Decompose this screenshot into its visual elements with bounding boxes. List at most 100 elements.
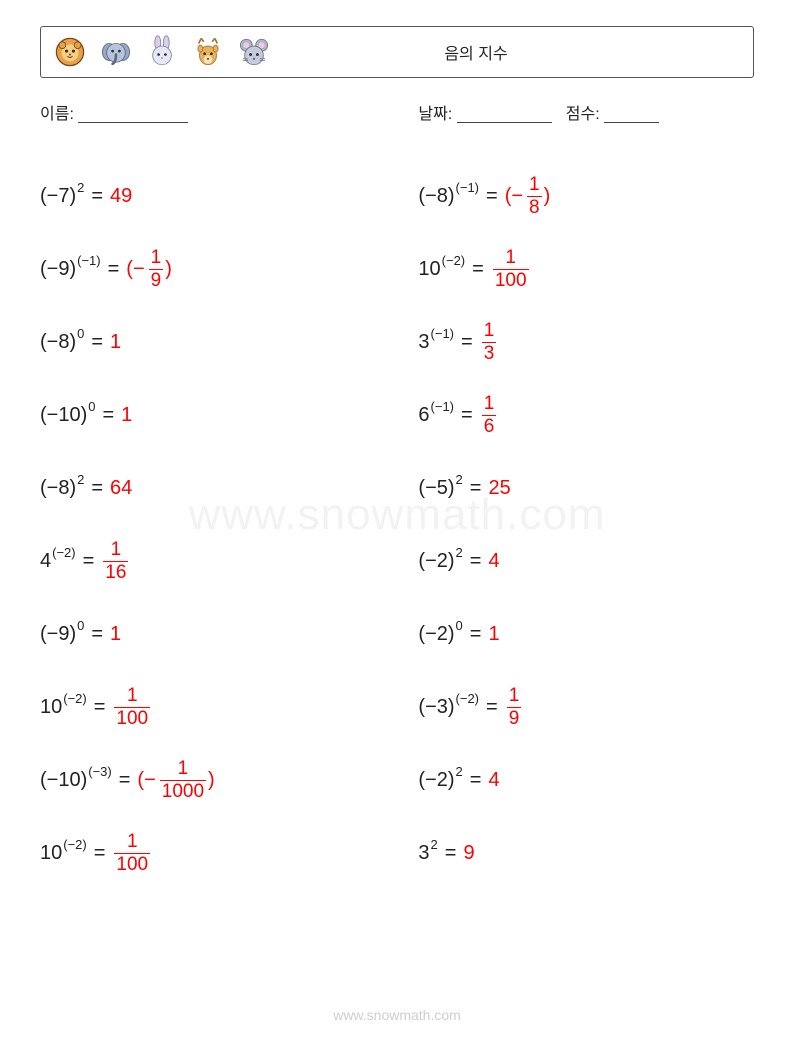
equals-sign: = [108,258,120,281]
base: 10 [418,258,440,281]
problem: 10(−2) = 1100 [40,671,418,744]
answer: 4 [488,550,499,573]
base: (−8) [40,477,76,500]
problem: 10(−2) = 1100 [40,817,418,890]
answer: (−11000) [137,759,214,802]
elephant-icon [99,35,133,69]
answer: (−18) [505,175,551,218]
equals-sign: = [94,696,106,719]
base: (−10) [40,769,87,792]
equals-sign: = [470,769,482,792]
answer: 1 [110,331,121,354]
problem: (−10)(−3) = (−11000) [40,744,418,817]
exponent: 2 [456,764,463,779]
base: (−5) [418,477,454,500]
problem: 3(−1) = 13 [418,306,754,379]
answer: 1100 [112,832,152,875]
equals-sign: = [486,696,498,719]
exponent: (−2) [63,691,86,706]
exponent: (−3) [88,764,111,779]
base: 4 [40,550,51,573]
base: 6 [418,404,429,427]
answer: 25 [488,477,510,500]
deer-icon [191,35,225,69]
equals-sign: = [94,842,106,865]
equals-sign: = [445,842,457,865]
answer: 1 [110,623,121,646]
lion-icon [53,35,87,69]
animal-icons [53,35,271,69]
base: (−10) [40,404,87,427]
answer: 116 [101,540,130,583]
base: (−2) [418,550,454,573]
base: (−8) [40,331,76,354]
base: (−9) [40,258,76,281]
equals-sign: = [91,185,103,208]
base: 3 [418,842,429,865]
base: (−3) [418,696,454,719]
answer: 1100 [112,686,152,729]
exponent: (−1) [431,326,454,341]
problem: (−7)2 = 49 [40,160,418,233]
equals-sign: = [470,477,482,500]
problem: (−3)(−2) = 19 [418,671,754,744]
date-blank[interactable] [457,107,552,123]
base: (−8) [418,185,454,208]
equals-sign: = [91,477,103,500]
exponent: 2 [456,545,463,560]
equals-sign: = [486,185,498,208]
problem: 10(−2) = 1100 [418,233,754,306]
mouse-icon [237,35,271,69]
exponent: 0 [77,618,84,633]
name-label: 이름: [40,106,74,123]
exponent: (−2) [63,837,86,852]
fields-row: 이름: 날짜: 점수: [40,100,754,124]
base: (−7) [40,185,76,208]
equals-sign: = [472,258,484,281]
problem: (−8)0 = 1 [40,306,418,379]
base: 10 [40,696,62,719]
exponent: 0 [77,326,84,341]
problem: 4(−2) = 116 [40,525,418,598]
name-blank[interactable] [78,107,188,123]
equals-sign: = [470,550,482,573]
exponent: (−1) [431,399,454,414]
base: 10 [40,842,62,865]
answer: 9 [463,842,474,865]
problem: 32 = 9 [418,817,754,890]
problem: (−2)2 = 4 [418,525,754,598]
exponent: (−2) [52,545,75,560]
exponent: 0 [456,618,463,633]
exponent: (−2) [456,691,479,706]
problem: (−9)0 = 1 [40,598,418,671]
header-box: 음의 지수 [40,26,754,78]
answer: (−19) [126,248,172,291]
score-blank[interactable] [604,107,659,123]
problem: (−8)(−1) = (−18) [418,160,754,233]
answer: 4 [488,769,499,792]
problems-area: (−7)2 = 49(−9)(−1) = (−19)(−8)0 = 1(−10)… [40,160,754,890]
problems-column-right: (−8)(−1) = (−18)10(−2) = 11003(−1) = 136… [418,160,754,890]
worksheet-title: 음의 지수 [271,40,741,64]
problem: (−10)0 = 1 [40,379,418,452]
score-field: 점수: [566,100,659,124]
exponent: 2 [456,472,463,487]
equals-sign: = [119,769,131,792]
date-label: 날짜: [418,106,452,123]
problem: (−9)(−1) = (−19) [40,233,418,306]
base: 3 [418,331,429,354]
name-field: 이름: [40,100,418,124]
exponent: 2 [77,180,84,195]
exponent: 2 [77,472,84,487]
problem: (−2)0 = 1 [418,598,754,671]
answer: 1 [121,404,132,427]
answer: 19 [505,686,524,729]
problems-column-left: (−7)2 = 49(−9)(−1) = (−19)(−8)0 = 1(−10)… [40,160,418,890]
equals-sign: = [91,331,103,354]
equals-sign: = [83,550,95,573]
problem: 6(−1) = 16 [418,379,754,452]
score-label: 점수: [566,106,600,123]
equals-sign: = [461,331,473,354]
answer: 13 [480,321,499,364]
base: (−2) [418,623,454,646]
